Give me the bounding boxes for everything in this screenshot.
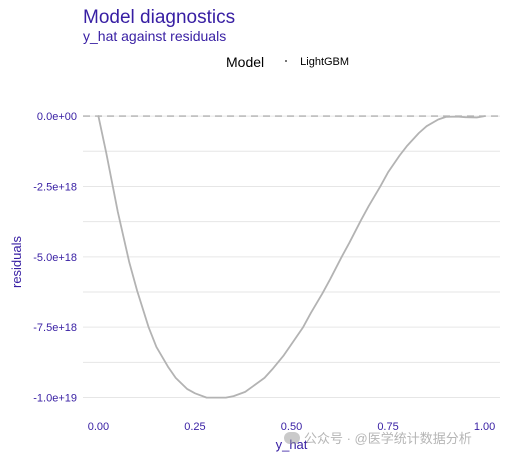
watermark-text: 公众号 · @医学统计数据分析	[304, 431, 472, 446]
chat-bubble-icon	[284, 432, 300, 444]
y-axis-label: residuals	[9, 235, 24, 288]
x-tick-label-2: 0.50	[281, 421, 302, 433]
x-tick-label-4: 1.00	[474, 421, 495, 433]
x-tick-label-0: 0.00	[88, 421, 109, 433]
x-axis-label: y_hat	[276, 437, 308, 452]
y-tick-label-1: -2.5e+18	[33, 181, 77, 193]
legend-label: LightGBM	[300, 56, 350, 68]
y-tick-label-4: -1.0e+19	[33, 393, 77, 405]
legend: Model LightGBM	[226, 54, 349, 70]
y-tick-label-3: -7.5e+18	[33, 322, 77, 334]
legend-key-dot	[278, 54, 294, 70]
legend-title: Model	[226, 54, 265, 70]
watermark: 公众号 · @医学统计数据分析	[284, 428, 472, 447]
chart-title: Model diagnostics	[83, 7, 236, 28]
series-line-lightgbm	[97, 115, 486, 399]
chart-subtitle: y_hat against residuals	[83, 28, 227, 44]
x-tick-label-3: 0.75	[377, 421, 398, 433]
y-tick-label-0: 0.0e+00	[37, 111, 77, 123]
y-tick-label-2: -5.0e+18	[33, 252, 77, 264]
x-tick-label-1: 0.25	[184, 421, 205, 433]
